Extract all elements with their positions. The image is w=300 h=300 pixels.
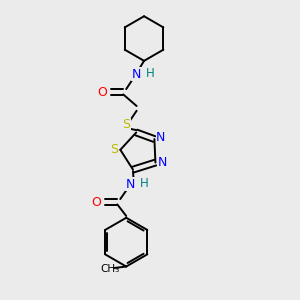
Text: H: H [146,67,154,80]
Text: O: O [98,85,107,98]
Text: N: N [156,131,166,144]
Text: N: N [126,178,135,191]
Text: N: N [157,156,167,169]
Text: H: H [140,177,148,190]
Text: S: S [110,143,118,156]
Text: CH₃: CH₃ [100,265,119,275]
Text: O: O [92,196,101,208]
Text: N: N [132,68,141,81]
Text: S: S [122,118,130,131]
